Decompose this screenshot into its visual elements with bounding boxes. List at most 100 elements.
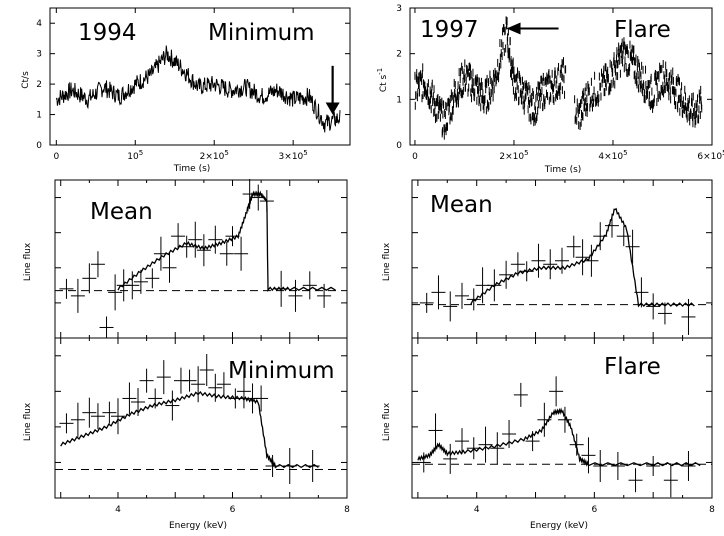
data-point-min1994-17 — [216, 372, 231, 397]
data-point-flare1997-6 — [490, 432, 505, 465]
y-axis-label-mean1994: Line flux — [23, 242, 33, 281]
y-tick-label-lc1997-2: 2 — [396, 50, 402, 60]
data-point-mean1997-23 — [681, 298, 696, 335]
data-point-mean1994-19 — [234, 236, 249, 271]
data-point-flare1997-19 — [663, 463, 678, 498]
lightcurve-line-lc1994 — [55, 45, 341, 133]
y-axis-label-mean1997: Line flux — [382, 242, 392, 281]
y-axis-label-lc1997-group: Ct s-1 — [376, 68, 389, 92]
minimum-annotation: Minimum — [208, 20, 315, 46]
data-point-mean1994-25 — [302, 271, 317, 300]
data-point-min1994-16 — [208, 373, 223, 402]
data-point-mean1997-14 — [575, 239, 590, 276]
data-point-mean1997-19 — [625, 229, 640, 264]
data-point-mean1997-13 — [566, 235, 581, 258]
data-point-mean1994-2 — [82, 263, 97, 294]
y-axis-label-min1994: Line flux — [23, 402, 33, 441]
x-tick-label-flare1997-2: 8 — [709, 505, 715, 515]
axes-frame-min1994 — [54, 337, 348, 499]
data-point-mean1997-1 — [431, 275, 446, 310]
data-point-mean1994-1 — [70, 278, 85, 313]
data-point-mean1997-0 — [419, 292, 434, 313]
data-point-min1994-13 — [182, 369, 197, 392]
model-curve-mean1994 — [117, 190, 336, 293]
data-point-mean1997-6 — [487, 269, 502, 302]
data-point-mean1994-12 — [171, 223, 186, 250]
data-point-flare1997-14 — [581, 437, 596, 474]
y-tick-label-lc1997-3: 3 — [396, 4, 402, 14]
flare-spectrum-annotation: Flare — [604, 354, 661, 380]
x-axis-label-lc1997: Time (s) — [544, 165, 582, 175]
data-point-min1994-21 — [254, 385, 269, 412]
y-tick-label-lc1997-1: 1 — [396, 95, 402, 105]
x-tick-label-flare1997-0: 4 — [474, 505, 480, 515]
data-point-mean1997-21 — [646, 293, 661, 320]
y-tick-label-lc1994-3: 3 — [36, 50, 42, 60]
data-point-mean1994-4 — [99, 316, 114, 339]
minimum-spectrum-annotation: Minimum — [228, 358, 335, 384]
year-label-1997: 1997 — [420, 17, 479, 43]
mean-1997-panel: Mean Line flux — [382, 179, 713, 339]
axes-frame-flare1997 — [411, 337, 713, 499]
data-point-mean1994-5 — [108, 274, 123, 311]
data-point-mean1997-12 — [555, 247, 569, 274]
data-point-mean1994-11 — [162, 252, 177, 283]
flare-arrow-head — [506, 22, 521, 35]
x-tick-label-lc1994-1: 105 — [127, 149, 143, 162]
data-point-min1994-11 — [165, 390, 180, 421]
data-point-mean1994-3 — [90, 251, 105, 278]
x-axis-label-energy-right: Energy (keV) — [530, 521, 588, 531]
y-axis-label-lc1994: Ct/s — [21, 71, 31, 89]
y-tick-label-lc1997-0: 0 — [396, 141, 402, 151]
data-point-mean1997-8 — [510, 252, 525, 277]
data-point-min1994-6 — [122, 382, 137, 415]
x-tick-label-lc1997-3: 6×105 — [697, 149, 724, 162]
y-tick-label-lc1994-1: 1 — [36, 111, 42, 121]
y-axis-label-lc1997: Ct s — [379, 75, 389, 93]
data-point-mean1994-7 — [125, 271, 140, 300]
data-point-flare1997-1 — [428, 413, 443, 448]
data-point-mean1994-17 — [219, 241, 234, 266]
data-point-min1994-14 — [191, 366, 206, 403]
data-point-flare1997-3 — [455, 428, 469, 455]
x-tick-label-lc1997-1: 2×105 — [499, 149, 528, 162]
data-point-min1994-0 — [59, 413, 74, 434]
data-point-min1994-1 — [70, 402, 85, 437]
data-point-min1994-2 — [82, 397, 97, 428]
x-tick-label-min1994-2: 8 — [344, 505, 350, 515]
data-point-mean1994-9 — [145, 268, 160, 289]
data-point-flare1997-11 — [549, 376, 564, 407]
data-point-flare1997-5 — [478, 426, 493, 463]
x-tick-label-min1994-0: 4 — [115, 505, 121, 515]
data-point-mean1997-5 — [475, 267, 490, 304]
data-point-mean1994-14 — [188, 221, 203, 258]
y-axis-label-flare1997: Line flux — [382, 402, 392, 441]
axes-frame-lc1997 — [409, 7, 713, 146]
data-point-flare1997-20 — [681, 451, 696, 481]
model-curve-mean1997 — [470, 207, 695, 308]
data-point-mean1997-3 — [455, 282, 469, 309]
year-label-1994: 1994 — [78, 20, 137, 46]
data-point-flare1997-13 — [569, 433, 584, 456]
y-tick-label-lc1994-4: 4 — [36, 19, 42, 29]
data-point-flare1997-7 — [502, 420, 517, 448]
data-point-flare1997-2 — [443, 443, 458, 474]
data-point-min1994-10 — [156, 360, 171, 395]
flare-1997-panel: Flare Line flux Energy (keV) 4 6 8 — [382, 337, 715, 531]
mean-annotation-1997: Mean — [430, 192, 493, 218]
data-point-flare1997-16 — [610, 452, 625, 480]
data-point-flare1997-12 — [557, 406, 572, 433]
data-point-mean1994-26 — [317, 283, 332, 308]
data-point-min1994-4 — [102, 401, 117, 424]
data-point-mean1997-15 — [584, 244, 599, 277]
data-point-min1994-8 — [139, 368, 154, 393]
y-tick-label-lc1994-0: 0 — [36, 141, 42, 151]
x-axis-label-lc1994: Time (s) — [173, 164, 211, 174]
x-tick-label-flare1997-1: 6 — [591, 505, 597, 515]
x-tick-label-lc1994-3: 3×105 — [279, 149, 308, 162]
x-tick-label-lc1994-2: 2×105 — [200, 149, 229, 162]
x-tick-label-lc1997-0: 0 — [412, 152, 418, 162]
data-point-min1994-19 — [236, 374, 251, 409]
data-point-mean1997-2 — [443, 291, 458, 322]
